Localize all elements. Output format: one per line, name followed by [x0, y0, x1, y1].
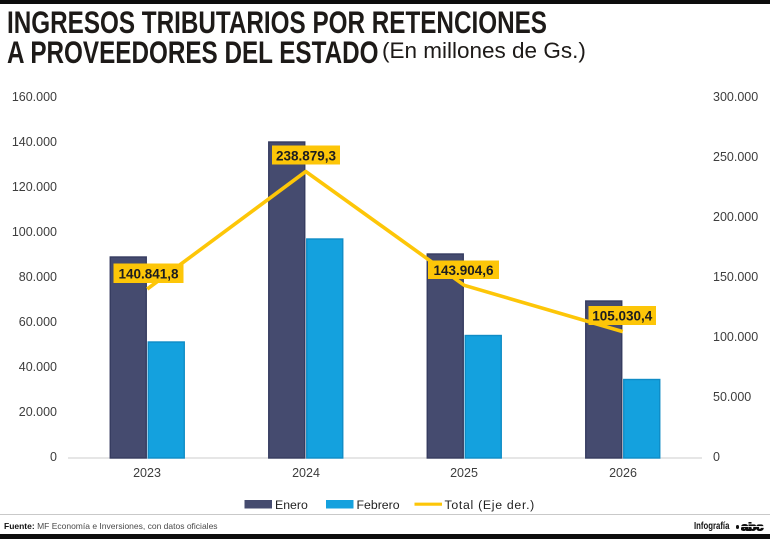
svg-text:238.879,3: 238.879,3 — [276, 148, 337, 163]
svg-text:105.030,4: 105.030,4 — [592, 309, 653, 324]
svg-text:140.841,8: 140.841,8 — [118, 266, 179, 281]
svg-text:143.904,6: 143.904,6 — [433, 263, 494, 278]
